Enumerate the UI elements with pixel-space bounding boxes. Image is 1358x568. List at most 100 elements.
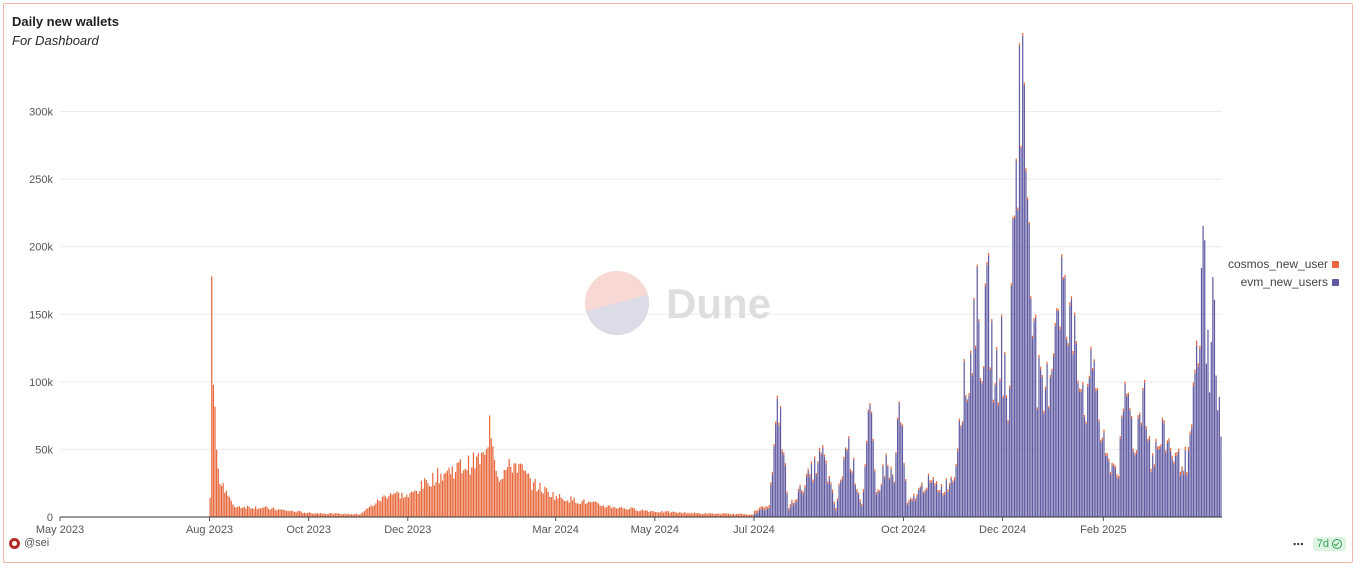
bar-evm xyxy=(1083,417,1086,517)
author-tag[interactable]: @sei xyxy=(9,537,49,549)
bar-cosmos xyxy=(950,476,952,479)
bar-cosmos xyxy=(588,501,590,517)
bar-cosmos xyxy=(752,514,754,517)
bar-cosmos xyxy=(225,490,227,517)
bar-cosmos xyxy=(614,507,616,517)
bar-cosmos xyxy=(219,484,221,517)
bar-cosmos xyxy=(1197,363,1199,367)
legend-item-cosmos[interactable]: cosmos_new_users xyxy=(1228,255,1339,273)
bar-evm xyxy=(784,465,787,517)
bar-cosmos xyxy=(450,474,452,517)
bar-cosmos xyxy=(321,513,323,517)
bar-cosmos xyxy=(792,502,795,506)
bar-evm xyxy=(960,427,962,517)
more-options-icon[interactable]: ⋯ xyxy=(1292,538,1305,551)
bar-evm xyxy=(1205,363,1207,517)
bar-cosmos xyxy=(238,506,240,517)
bar-evm xyxy=(753,513,756,517)
bar-cosmos xyxy=(505,470,507,517)
bar-cosmos xyxy=(1152,453,1154,456)
bar-evm xyxy=(802,494,804,517)
bar-evm xyxy=(978,321,980,517)
bar-cosmos xyxy=(841,476,843,480)
bar-cosmos xyxy=(385,496,387,517)
bar-evm xyxy=(1009,388,1011,517)
bar-cosmos xyxy=(724,513,726,517)
bar-evm xyxy=(989,369,991,517)
bar-evm xyxy=(1218,396,1220,517)
bar-evm xyxy=(1048,408,1050,517)
bar-cosmos xyxy=(840,479,842,482)
bar-cosmos xyxy=(1007,420,1009,423)
bar-cosmos xyxy=(245,508,247,517)
bar-cosmos xyxy=(986,262,988,265)
bar-evm xyxy=(924,491,926,517)
bar-evm xyxy=(1153,467,1155,517)
bar-evm xyxy=(926,489,928,517)
bar-cosmos xyxy=(581,500,583,517)
refresh-badge[interactable]: 7d xyxy=(1312,537,1346,551)
bar-cosmos xyxy=(643,510,645,517)
bar-cosmos xyxy=(828,475,830,479)
bar-cosmos xyxy=(957,448,959,452)
bar-evm xyxy=(820,454,822,517)
bar-evm xyxy=(1148,439,1151,517)
bar-evm xyxy=(1091,370,1094,517)
bar-cosmos xyxy=(606,507,608,517)
bar-cosmos xyxy=(1166,440,1168,444)
bar-evm xyxy=(1082,384,1084,517)
bar-cosmos xyxy=(227,495,229,517)
bar-cosmos xyxy=(906,502,908,505)
bar-evm xyxy=(1156,449,1159,517)
bar-evm xyxy=(1067,345,1069,517)
bar-cosmos xyxy=(1020,145,1022,148)
bar-cosmos xyxy=(973,297,975,300)
bar-evm xyxy=(797,491,800,517)
bar-cosmos xyxy=(656,512,658,517)
bar-cosmos xyxy=(1082,381,1084,385)
bar-cosmos xyxy=(412,492,414,517)
bar-evm xyxy=(1195,345,1198,517)
bar-cosmos xyxy=(823,454,826,457)
bar-evm xyxy=(1041,377,1043,517)
bar-cosmos xyxy=(591,502,593,517)
bar-evm xyxy=(1012,219,1014,517)
x-tick-label: May 2024 xyxy=(631,524,679,536)
bar-cosmos xyxy=(1017,207,1019,211)
bar-cosmos xyxy=(443,473,445,517)
bar-evm xyxy=(755,513,757,517)
bar-cosmos xyxy=(778,422,780,426)
bar-evm xyxy=(999,380,1001,517)
bar-cosmos xyxy=(365,508,367,517)
x-tick-label: Oct 2024 xyxy=(881,524,926,536)
bar-cosmos xyxy=(1078,388,1081,392)
bar-evm xyxy=(1189,435,1191,517)
bar-cosmos xyxy=(1018,43,1021,46)
bar-cosmos xyxy=(432,472,434,517)
bar-cosmos xyxy=(347,513,349,517)
bar-evm xyxy=(1075,343,1077,517)
bar-evm xyxy=(1143,382,1146,517)
x-tick-label: Dec 2023 xyxy=(384,524,431,536)
bar-cosmos xyxy=(424,478,426,517)
bar-evm xyxy=(828,478,830,517)
bar-evm xyxy=(804,488,806,517)
legend-item-evm[interactable]: evm_new_users xyxy=(1228,273,1339,291)
bar-cosmos xyxy=(948,482,951,486)
bar-cosmos xyxy=(287,510,289,517)
bar-evm xyxy=(1000,316,1003,517)
bar-cosmos xyxy=(788,508,790,511)
bar-cosmos xyxy=(480,452,483,517)
bar-cosmos xyxy=(1171,455,1173,459)
bar-cosmos xyxy=(672,511,674,517)
bar-evm xyxy=(1080,391,1082,517)
bar-cosmos xyxy=(1031,335,1034,338)
bar-evm xyxy=(979,380,982,517)
bar-cosmos xyxy=(695,513,697,517)
bar-cosmos xyxy=(935,481,938,484)
bar-cosmos xyxy=(518,463,520,517)
bar-evm xyxy=(944,494,946,517)
dune-watermark: Dune xyxy=(585,271,771,335)
bar-evm xyxy=(791,502,793,517)
